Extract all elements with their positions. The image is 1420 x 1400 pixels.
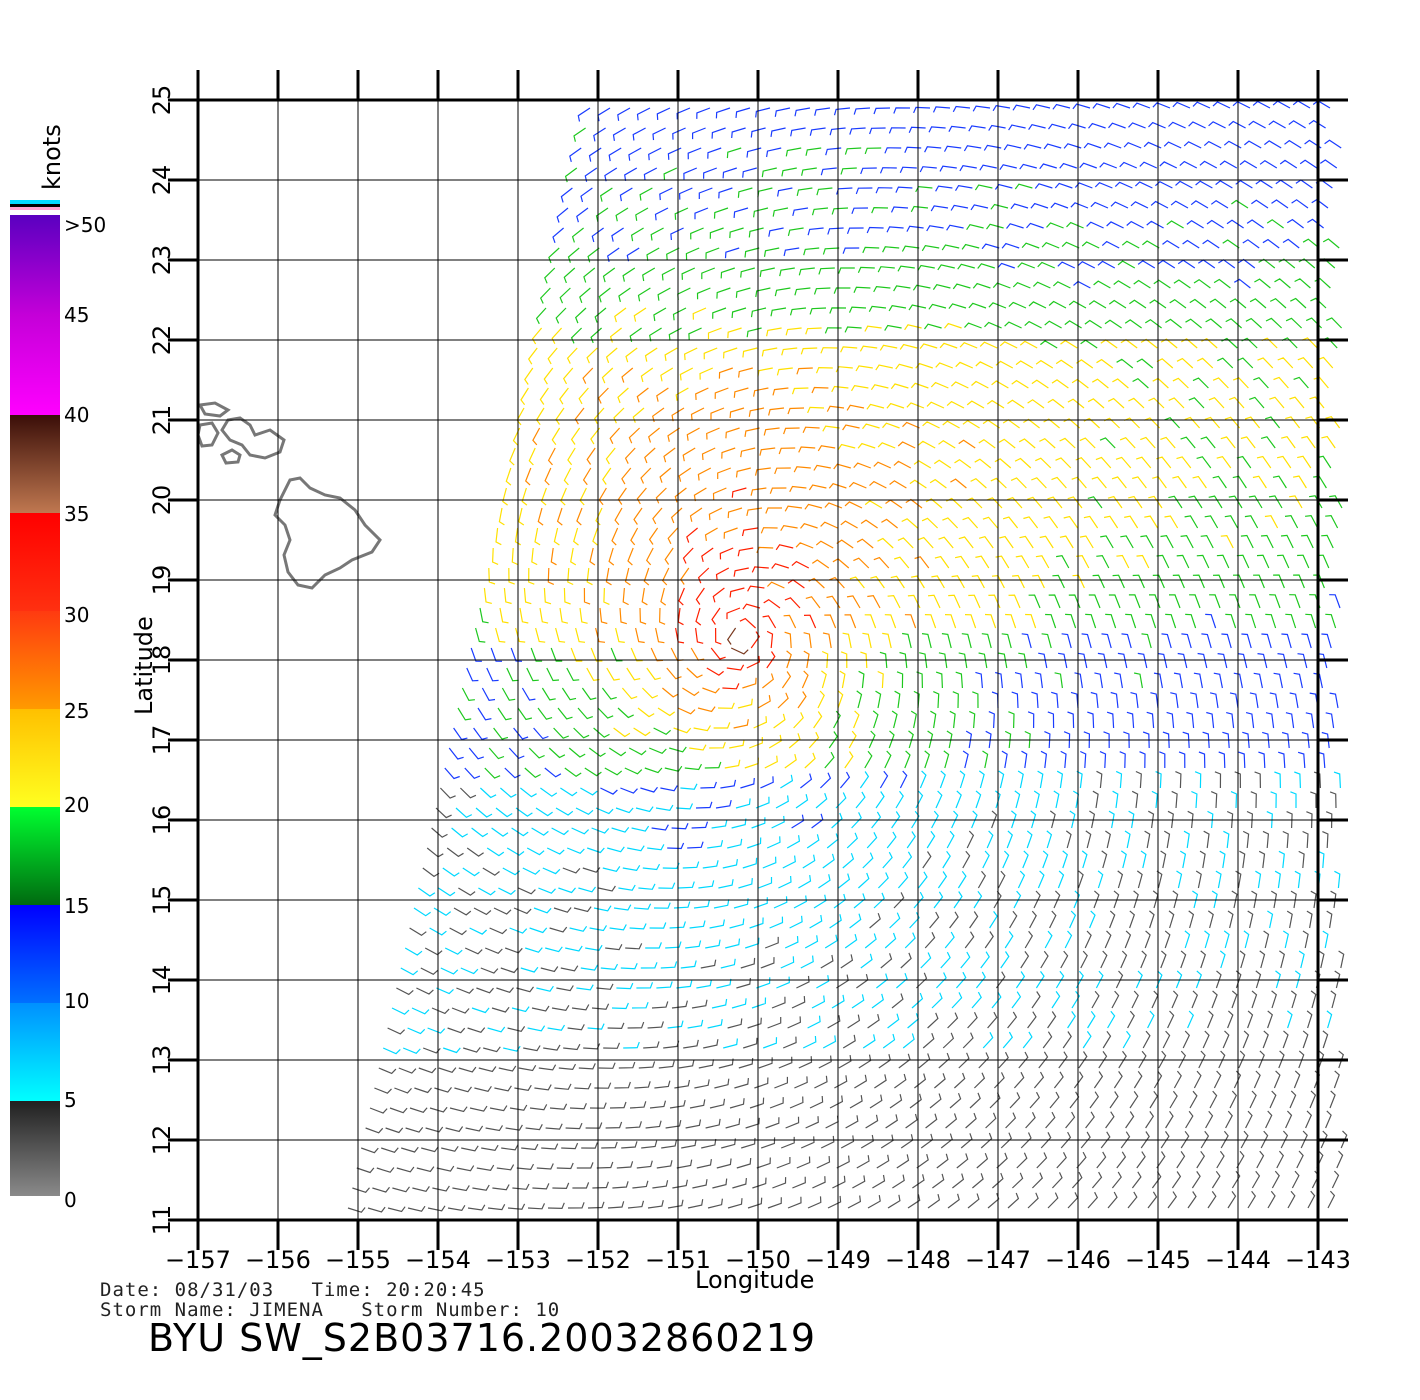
latitude-tick-label: 18 [148,645,176,676]
legend-label: 0 [64,1188,77,1212]
wind-barb-group [444,100,1342,850]
hawaii-islands-coastline [196,401,382,590]
longitude-tick-label: −150 [725,1246,791,1274]
wind-barb-group [483,307,1341,769]
legend-label: 20 [64,793,89,817]
longitude-tick-label: −143 [1285,1246,1351,1274]
maui-outline [220,416,286,460]
wind-barb-group [675,487,817,690]
legend-label: 30 [64,603,89,627]
storm-info-line: Storm Name: JIMENA Storm Number: 10 [100,1299,561,1321]
kahoolawe-outline [219,448,242,465]
legend-tick-labels: >50 45 40 35 30 25 20 15 10 5 0 [64,213,106,1212]
lanai-outline [196,421,220,448]
longitude-tick-label: −147 [965,1246,1031,1274]
latitude-tick-label: 25 [148,85,176,116]
longitude-tick-label: −153 [485,1246,551,1274]
wind-barb-group [347,770,1348,1213]
color-scale-legend: knots >50 45 40 35 30 25 20 15 10 5 0 [10,124,106,1212]
longitude-tick-label: −146 [1045,1246,1111,1274]
longitude-tick-label: −155 [325,1246,391,1274]
longitude-tick-label: −154 [405,1246,471,1274]
latitude-axis-label: Latitude [130,616,158,715]
longitude-tick-label: −151 [645,1246,711,1274]
latitude-tick-label: 14 [148,965,176,996]
legend-label: 25 [64,699,89,723]
longitude-tick-label: −152 [565,1246,631,1274]
big-island-outline [273,476,382,590]
wind-barbs-layer [347,100,1348,1213]
wind-barb-group [382,770,1341,1055]
legend-label: 5 [64,1088,77,1112]
lat-lon-grid [168,70,1348,1250]
latitude-tick-label: 11 [148,1205,176,1236]
longitude-tick-label: −149 [805,1246,871,1274]
product-title: BYU SW_S2B03716.20032860219 [148,1316,817,1360]
longitude-tick-label: −144 [1205,1246,1271,1274]
legend-label: 15 [64,894,89,918]
latitude-tick-label: 24 [148,165,176,196]
latitude-tick-label: 16 [148,805,176,836]
wind-barb-group [457,127,1343,779]
date-time-line: Date: 08/31/03 Time: 20:20:45 [100,1279,486,1301]
legend-label: 35 [64,502,89,526]
longitude-tick-label: −157 [165,1246,231,1274]
axis-tick-labels: −157 −156 −155 −154 −153 −152 −151 −150 −149 −148… [148,85,1351,1274]
latitude-tick-label: 22 [148,325,176,356]
longitude-tick-label: −156 [245,1246,311,1274]
latitude-tick-label: 13 [148,1045,176,1076]
map-frame [196,98,1320,1222]
longitude-tick-label: −145 [1125,1246,1191,1274]
latitude-tick-label: 23 [148,245,176,276]
wind-barb-group [524,367,976,729]
latitude-tick-label: 12 [148,1125,176,1156]
longitude-axis-label: Longitude [695,1266,814,1294]
legend-label: 40 [64,403,89,427]
legend-label: 45 [64,303,89,327]
latitude-tick-label: 17 [148,725,176,756]
longitude-tick-label: −148 [885,1246,951,1274]
latitude-tick-label: 20 [148,485,176,516]
wind-barb-group [726,627,749,655]
latitude-tick-label: 19 [148,565,176,596]
legend-label: 10 [64,989,89,1013]
legend-label: >50 [64,213,106,237]
molokai-outline [197,401,231,418]
latitude-tick-label: 15 [148,885,176,916]
legend-unit-label: knots [38,124,66,190]
latitude-tick-label: 21 [148,405,176,436]
